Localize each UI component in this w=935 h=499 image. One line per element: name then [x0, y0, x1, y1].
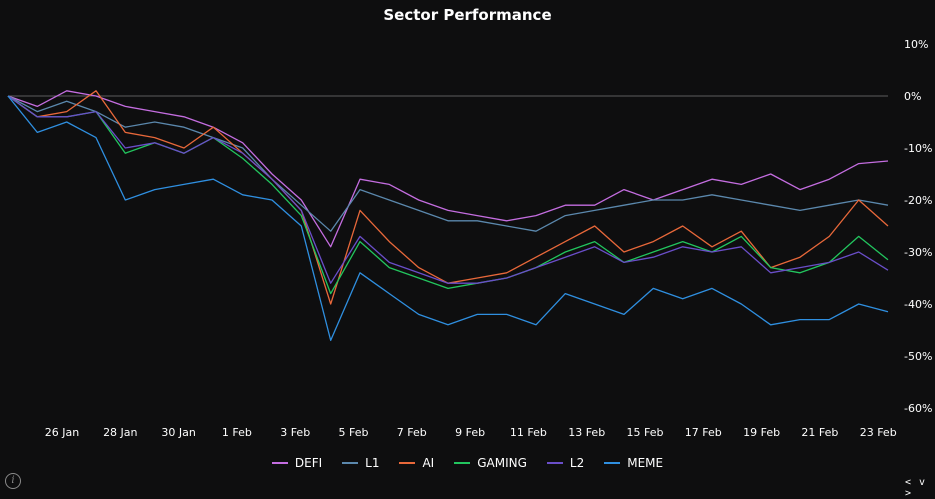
legend-swatch [399, 462, 416, 464]
x-tick-label: 30 Jan [161, 426, 195, 439]
y-tick-label: -60% [904, 402, 932, 415]
legend-label: L2 [569, 456, 585, 470]
x-tick-label: 23 Feb [860, 426, 897, 439]
x-tick-label: 11 Feb [510, 426, 547, 439]
series-line-l2 [7, 95, 889, 284]
legend-item-meme[interactable]: MEME [604, 456, 663, 470]
prev-next-icon[interactable]: < v > [905, 477, 927, 499]
x-tick-label: 19 Feb [743, 426, 780, 439]
legend-swatch [271, 462, 288, 464]
x-tick-label: 1 Feb [222, 426, 252, 439]
x-tick-label: 7 Feb [397, 426, 427, 439]
legend-label: GAMING [477, 456, 527, 470]
legend-item-l2[interactable]: L2 [546, 456, 585, 470]
legend-swatch [454, 462, 471, 464]
y-tick-label: 0% [904, 90, 921, 103]
legend-item-defi[interactable]: DEFI [271, 456, 323, 470]
x-tick-label: 3 Feb [280, 426, 310, 439]
series-line-meme [7, 95, 889, 342]
y-tick-label: -40% [904, 298, 932, 311]
x-tick-label: 21 Feb [801, 426, 838, 439]
legend-swatch [342, 462, 359, 464]
x-tick-label: 9 Feb [455, 426, 485, 439]
legend-label: MEME [627, 456, 664, 470]
series-line-l1 [7, 95, 889, 232]
series-line-ai [7, 90, 889, 305]
legend-label: L1 [365, 456, 380, 470]
legend-item-l1[interactable]: L1 [342, 456, 379, 470]
x-tick-label: 28 Jan [103, 426, 137, 439]
y-tick-label: -10% [904, 142, 932, 155]
legend-item-ai[interactable]: AI [399, 456, 434, 470]
chart-title: Sector Performance [383, 6, 552, 24]
x-tick-label: 15 Feb [627, 426, 664, 439]
legend-swatch [546, 462, 563, 464]
info-icon[interactable]: i [5, 473, 21, 489]
legend-label: AI [422, 456, 435, 470]
x-tick-label: 5 Feb [339, 426, 369, 439]
series-line-defi [7, 90, 889, 248]
legend-label: DEFI [294, 456, 323, 470]
y-tick-label: -20% [904, 194, 932, 207]
y-tick-label: -30% [904, 246, 932, 259]
x-tick-label: 13 Feb [568, 426, 605, 439]
x-tick-label: 26 Jan [45, 426, 79, 439]
y-tick-label: 10% [904, 38, 928, 51]
legend-item-gaming[interactable]: GAMING [454, 456, 527, 470]
y-tick-label: -50% [904, 350, 932, 363]
x-tick-label: 17 Feb [685, 426, 722, 439]
legend-swatch [604, 462, 621, 464]
chart-legend: DEFI L1 AI GAMING L2 MEME [0, 456, 935, 470]
